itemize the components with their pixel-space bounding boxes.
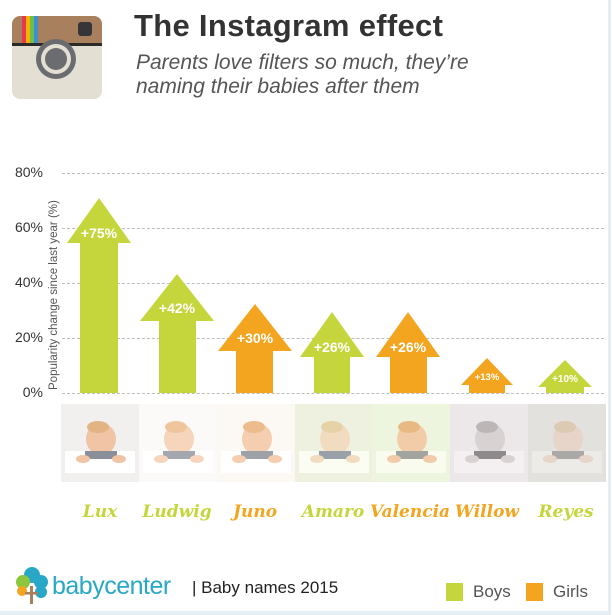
page-subtitle: Parents love filters so much, they’re na… <box>136 51 556 99</box>
babycenter-brand: babycenter <box>52 572 171 600</box>
category-label-amaro: Amaro <box>301 502 365 522</box>
bar-reyes: +10% <box>538 360 592 393</box>
baby-photo-icon <box>454 421 525 473</box>
bar-amaro: +26% <box>300 312 364 393</box>
bar-valencia: +26% <box>376 312 440 393</box>
photo-valencia-filter <box>372 404 451 482</box>
gridline-40 <box>62 283 604 284</box>
photo-ludwig-filter <box>138 404 217 482</box>
baby-photo-icon <box>142 421 213 473</box>
filtered-photo-strip <box>61 404 607 482</box>
baby-photo-icon <box>376 421 447 473</box>
bar-value-label: +26% <box>313 339 351 355</box>
y-tick-0: 0% <box>22 384 43 400</box>
baby-photo-icon <box>298 421 369 473</box>
photo-willow-filter <box>450 404 529 482</box>
bar-willow: +13% <box>461 358 513 393</box>
category-label-lux: Lux <box>82 502 118 522</box>
bar-value-label: +30% <box>236 330 274 346</box>
baby-photo-icon <box>532 421 603 473</box>
y-tick-60: 60% <box>14 219 43 235</box>
gridline-60 <box>62 228 604 229</box>
photo-amaro-filter <box>294 404 373 482</box>
y-tick-40: 40% <box>14 274 43 290</box>
baby-photo-icon <box>64 421 135 473</box>
footer-caption: | Baby names 2015 <box>192 578 339 597</box>
y-tick-20: 20% <box>14 329 43 345</box>
subtitle-line-2: naming their babies after them <box>136 75 420 98</box>
legend-label-girls: Girls <box>553 582 588 601</box>
legend-swatch-boys <box>446 583 463 601</box>
page-title: The Instagram effect <box>134 8 444 43</box>
photo-juno-filter <box>216 404 295 482</box>
baby-photo-icon <box>220 421 291 473</box>
category-label-juno: Juno <box>232 502 278 522</box>
bar-value-label: +26% <box>389 339 427 355</box>
gridline-0 <box>62 393 604 394</box>
category-label-reyes: Reyes <box>538 502 594 522</box>
legend-swatch-girls <box>526 583 543 601</box>
photo-reyes-filter <box>528 404 607 482</box>
bar-ludwig: +42% <box>140 274 214 393</box>
bar-juno: +30% <box>218 304 292 393</box>
legend-item-girls: Girls <box>526 582 588 602</box>
bar-value-label: +13% <box>474 372 500 383</box>
legend-label-boys: Boys <box>473 582 511 601</box>
subtitle-line-1: Parents love filters so much, they’re <box>136 51 469 74</box>
babycenter-tree-logo-icon <box>16 567 48 604</box>
gridline-80 <box>62 173 604 174</box>
bar-value-label: +42% <box>158 300 196 316</box>
category-label-willow: Willow <box>454 502 520 522</box>
y-axis-label: Popularity change since last year (%) <box>48 200 60 390</box>
bar-value-label: +10% <box>552 374 578 385</box>
bar-lux: +75% <box>67 198 131 393</box>
y-tick-80: 80% <box>14 164 43 180</box>
photo-lux-filter <box>61 404 139 482</box>
instagram-camera-icon <box>12 16 102 99</box>
bar-value-label: +75% <box>80 225 118 241</box>
category-label-valencia: Valencia <box>369 502 451 522</box>
legend-item-boys: Boys <box>446 582 511 602</box>
category-label-ludwig: Ludwig <box>142 502 212 522</box>
